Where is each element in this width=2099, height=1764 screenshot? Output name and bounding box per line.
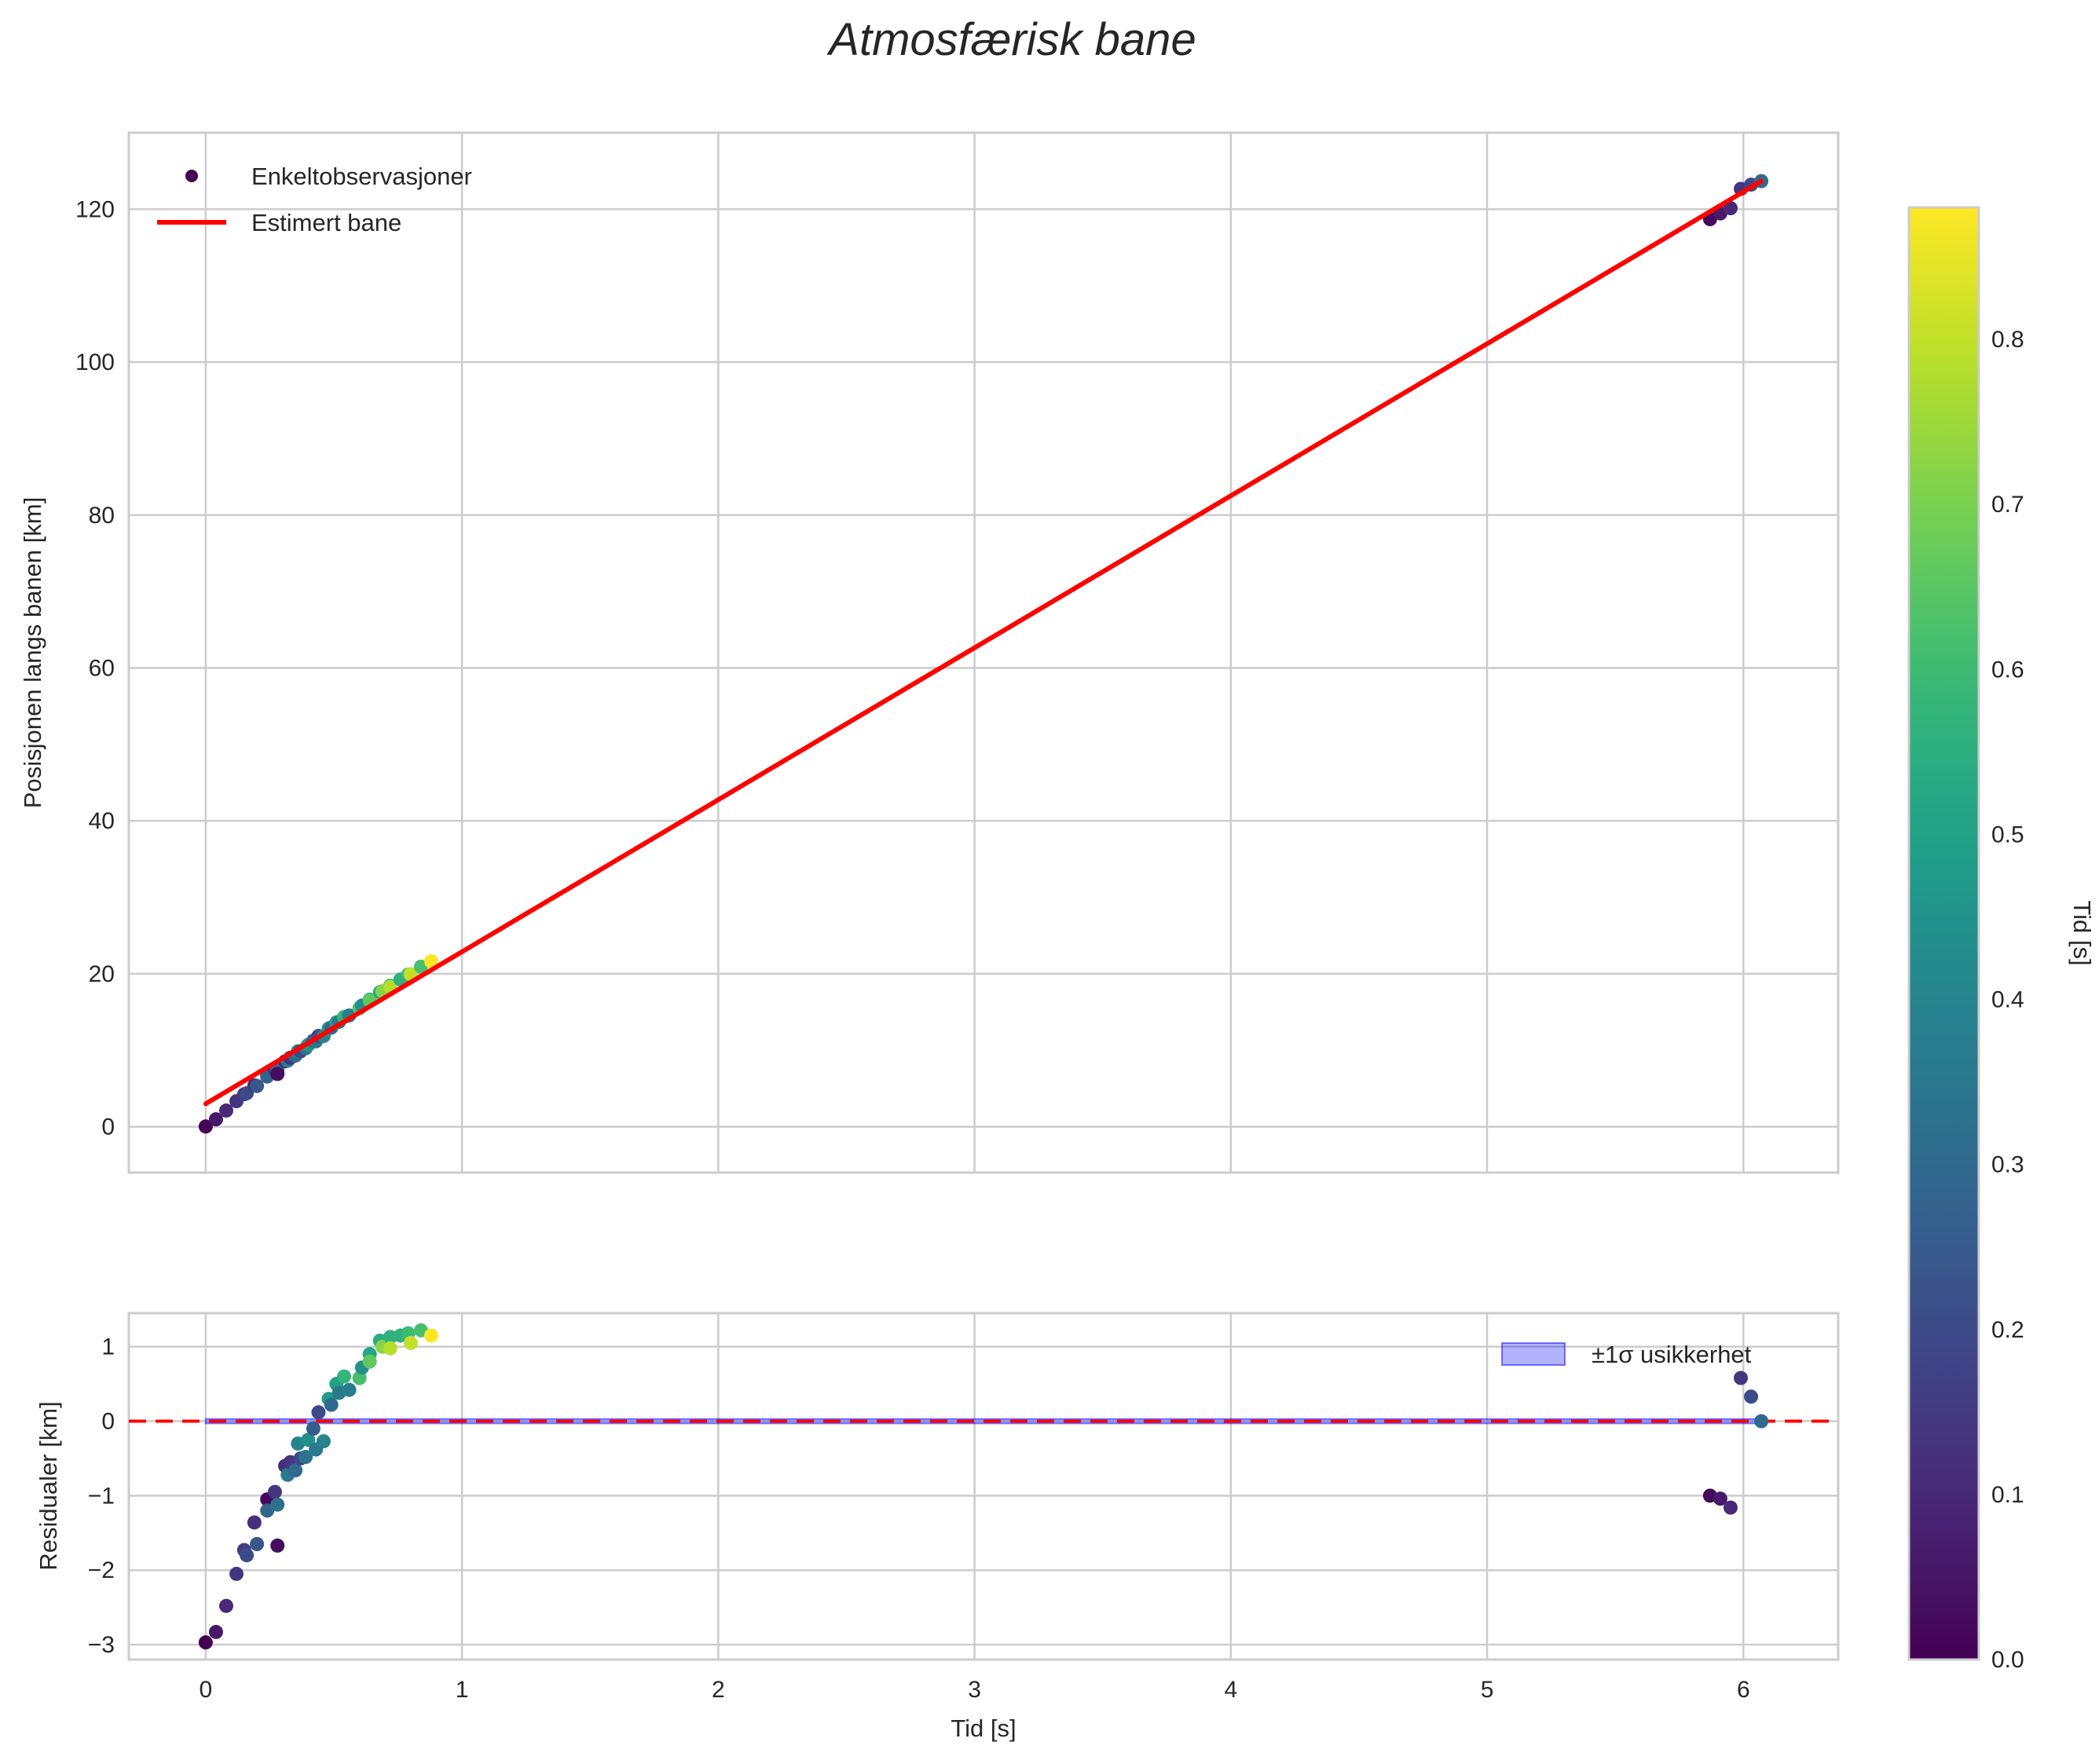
legend-label-fit: Estimert bane: [251, 209, 401, 236]
x-tick-label: 2: [712, 1677, 725, 1703]
y-tick-label: 0: [101, 1409, 115, 1435]
y-tick-label: 20: [89, 961, 115, 987]
residual-point: [247, 1515, 262, 1530]
fit-line: [203, 178, 1764, 1107]
colorbar-label: Tid [s]: [2068, 900, 2096, 965]
y-tick-label: 100: [75, 350, 115, 375]
residual-point: [362, 1354, 377, 1369]
residual-point: [306, 1422, 321, 1436]
x-tick-label: 6: [1737, 1677, 1750, 1703]
axes-frame: [127, 131, 1840, 1174]
colorbar-bar: [1907, 206, 1980, 1661]
residual-point: [1744, 1389, 1759, 1404]
y-tick-label: 80: [89, 503, 115, 529]
colorbar-tick-label: 0.7: [1991, 492, 2024, 518]
residual-point: [301, 1433, 316, 1447]
residual-point: [324, 1397, 339, 1412]
residual-point: [267, 1484, 282, 1499]
y-axis-label-position: Posisjonen langs banen [km]: [19, 497, 46, 808]
position-axes: 0 20 40 60 80 100 120 Enkeltobservasjoner Estime…: [75, 131, 1840, 1174]
residual-point: [1723, 1500, 1738, 1515]
legend-marker-sigma: [1501, 1342, 1566, 1366]
legend-label-sigma: ±1σ usikkerhet: [1592, 1341, 1752, 1368]
y-tick-label: 120: [75, 196, 115, 222]
legend-label-observations: Enkeltobservasjoner: [251, 163, 472, 190]
residual-point: [270, 1538, 285, 1553]
residual-point: [1754, 1414, 1769, 1429]
y-tick-label: −2: [88, 1557, 115, 1583]
colorbar-tick-label: 0.3: [1991, 1152, 2024, 1178]
residual-axes: 0 1 2 3 4 5 6 −3 −2 −1 0 1 ±1σ usikkerhet: [88, 1312, 1840, 1703]
residual-point: [250, 1537, 265, 1551]
residual-point: [403, 1335, 418, 1350]
colorbar-tick-label: 0.4: [1991, 987, 2024, 1013]
residual-point: [423, 1328, 438, 1343]
residual-point: [288, 1463, 303, 1478]
y-tick-label: 40: [89, 808, 115, 834]
observation-point: [250, 1078, 265, 1093]
colorbar: 0.0 0.1 0.2 0.3 0.4 0.5 0.6 0.7 0.8: [1907, 206, 2024, 1673]
residual-point: [383, 1341, 397, 1356]
colorbar-tick-label: 0.1: [1991, 1482, 2024, 1508]
residual-point: [270, 1497, 285, 1512]
colorbar-tick-label: 0.2: [1991, 1317, 2024, 1343]
residual-point: [299, 1450, 313, 1465]
axes-frame: [127, 1312, 1840, 1661]
observation-point: [208, 1112, 223, 1127]
y-tick-label: 60: [89, 655, 115, 681]
residual-point: [218, 1598, 233, 1613]
residual-point: [316, 1434, 331, 1449]
residual-point: [229, 1566, 244, 1581]
y-tick-label: −1: [88, 1483, 115, 1509]
observation-point: [198, 1119, 213, 1134]
chart-title: Atmosfærisk bane: [826, 14, 1196, 65]
y-axis-label-residual: Residualer [km]: [35, 1401, 62, 1570]
y-tick-label: 1: [101, 1334, 115, 1360]
colorbar-tick-label: 0.5: [1991, 822, 2024, 847]
residual-point: [198, 1635, 213, 1650]
y-tick-label: −3: [88, 1632, 115, 1658]
colorbar-tick-label: 0.0: [1991, 1647, 2024, 1673]
residual-point: [208, 1624, 223, 1639]
x-axis-label: Tid [s]: [951, 1715, 1016, 1742]
colorbar-tick-label: 0.8: [1991, 327, 2024, 353]
observation-point: [1723, 201, 1738, 216]
x-tick-label: 3: [968, 1677, 981, 1703]
residual-point: [260, 1503, 275, 1518]
observation-point: [270, 1067, 285, 1081]
residual-point: [1713, 1491, 1727, 1506]
residual-point: [240, 1548, 255, 1563]
x-tick-label: 1: [456, 1677, 469, 1703]
residual-point: [342, 1382, 357, 1397]
observation-point: [423, 953, 438, 968]
y-tick-label: 0: [101, 1114, 115, 1140]
residual-point: [311, 1405, 326, 1420]
x-tick-label: 4: [1224, 1677, 1237, 1703]
residual-point: [337, 1369, 352, 1384]
legend-marker-observations: [185, 170, 198, 182]
colorbar-tick-label: 0.6: [1991, 657, 2024, 683]
x-tick-label: 0: [200, 1677, 213, 1703]
x-tick-label: 5: [1481, 1677, 1494, 1703]
residual-point: [1734, 1371, 1749, 1385]
observation-point: [218, 1103, 233, 1118]
